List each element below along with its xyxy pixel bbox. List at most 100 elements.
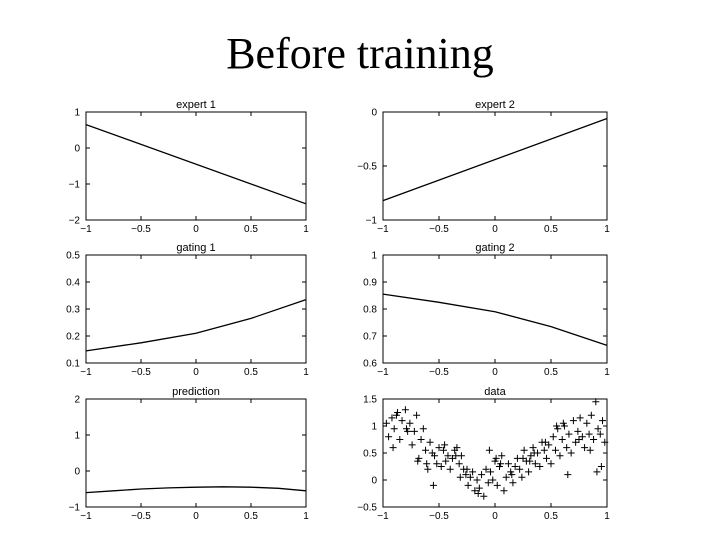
x-tick-label: −0.5 [429,224,449,235]
x-tick-label: 0.5 [544,224,558,235]
scatter-point [525,468,533,476]
scatter-point [489,476,497,484]
scatter-point [403,425,411,433]
y-tick-label: 0.5 [66,251,80,262]
scatter-point [592,398,600,406]
scatter-point [540,446,548,454]
x-tick-label: 1 [604,224,610,235]
scatter-point [464,481,472,489]
y-tick-label: 0 [371,476,377,487]
scatter-point [478,471,486,479]
scatter-point [446,465,454,473]
scatter-point [599,417,607,425]
scatter-point [498,452,506,460]
scatter-point [597,463,605,470]
y-tick-label: 0.3 [66,305,80,316]
subplot-title: gating 2 [475,242,514,254]
scatter-point [565,430,573,438]
series-line [382,117,608,202]
x-tick-label: −1 [377,224,389,235]
scatter-point [429,481,437,489]
x-tick-label: −0.5 [131,367,151,378]
scatter-point [455,460,463,468]
scatter-point [473,476,481,484]
x-tick-label: 1 [604,367,610,378]
y-tick-label: 0 [74,467,80,478]
y-tick-label: 0.6 [363,359,377,370]
scatter-point [485,446,493,454]
scatter-point [435,444,443,452]
scatter-point [389,444,397,452]
x-tick-label: 0.5 [544,511,558,522]
scatter-point [406,419,414,427]
scatter-point [497,460,505,468]
x-tick-label: 0 [193,367,199,378]
scatter-point [558,436,566,443]
scatter-point [394,409,402,416]
scatter-point [463,465,471,473]
scatter-point [401,406,409,414]
scatter-point [508,471,516,479]
plot-frame [85,111,307,221]
scatter-point [462,471,470,479]
x-tick-label: 0 [492,511,498,522]
subplot-data: data−1 −0.5 0 0.5 11.510.50−0.5 [357,386,610,522]
scatter-point [556,452,564,460]
series-line [85,298,307,352]
scatter-point [516,465,524,473]
scatter-point [431,452,439,460]
scatter-point [569,417,577,425]
scatter-point [530,449,538,457]
y-tick-label: −2 [69,216,81,227]
subplot-gating2: gating 2 −1 −0.5 0 0.5 1 1 0.9 0.8 0.7 0.6 [363,242,610,378]
scatter-point [587,411,595,419]
y-tick-label: 2 [74,395,80,406]
scatter-point [551,446,559,454]
scatter-point [444,452,452,460]
plot-frame [382,111,608,221]
subplot-expert1: expert 1−1 −0.5 0 0.5 110−1−2 [69,99,310,235]
y-tick-label: 0.2 [66,332,80,343]
scatter-point [529,444,537,452]
scatter-point [519,454,527,462]
scatter-point [413,411,421,419]
y-tick-label: 0.7 [363,332,377,343]
scatter-point [502,473,510,481]
scatter-point [424,465,432,473]
scatter-point [469,468,477,476]
scatter-point [382,419,390,427]
y-tick-label: 1 [74,431,80,442]
scatter-point [426,438,434,446]
y-tick-label: −1 [366,216,378,227]
subplot-title: gating 1 [176,242,215,254]
x-tick-label: 1 [303,511,309,522]
scatter-point [493,481,501,489]
scatter-point [553,422,561,430]
x-tick-label: 0.5 [544,367,558,378]
x-tick-label: −0.5 [131,224,151,235]
y-tick-label: 1 [371,251,377,262]
scatter-point [482,465,490,473]
scatter-point [423,460,431,468]
scatter-point [574,427,582,435]
scatter-point [585,430,593,438]
scatter-point [541,438,549,446]
scatter-point [480,492,488,500]
scatter-point [536,463,544,470]
scatter-point [601,438,609,446]
scatter-point [487,468,495,476]
scatter-point [484,479,492,487]
scatter-point [390,425,398,433]
x-tick-label: 0 [492,224,498,235]
subplot-title: expert 2 [475,99,515,111]
scatter-point [593,468,601,476]
series-line [85,123,307,205]
scatter-point [526,457,534,465]
x-tick-label: −0.5 [131,511,151,522]
y-tick-label: 1.5 [363,395,377,406]
scatter-point [504,460,512,468]
y-tick-label: 0.8 [363,305,377,316]
scatter-point [594,425,602,433]
scatter-point [547,460,555,468]
x-tick-label: 0.5 [244,511,258,522]
